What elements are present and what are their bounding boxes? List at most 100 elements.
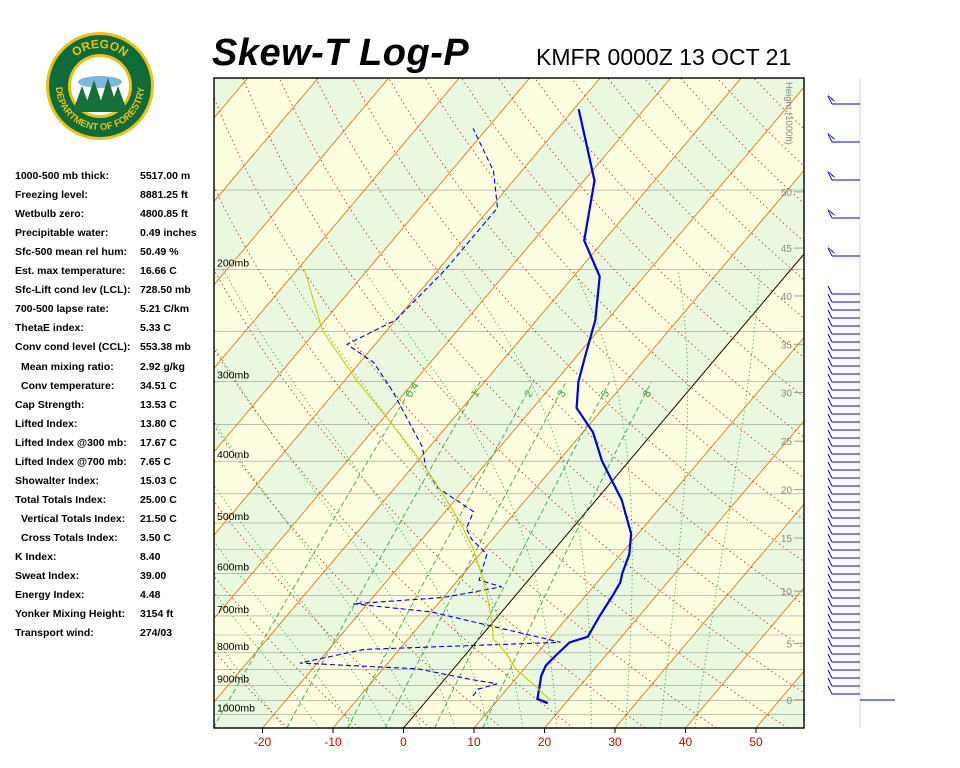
wind-barb-feather: [827, 629, 833, 639]
wind-barb: [827, 501, 860, 511]
wind-barb: [827, 333, 860, 343]
index-label: Yonker Mixing Height:: [15, 608, 126, 621]
svg-text:OREGON: OREGON: [69, 37, 131, 60]
dry-adiabat-line: [424, 78, 804, 479]
wind-barb-flag: [827, 94, 836, 102]
isotherm-line: [214, 78, 742, 703]
wind-barb: [827, 389, 860, 399]
wind-barb-feather: [827, 581, 833, 591]
wind-barb-flag: [827, 132, 836, 140]
wind-barb-feather: [827, 613, 833, 623]
wind-barb-flag: [827, 246, 836, 254]
height-tick-label: 35: [781, 340, 793, 351]
index-row: Lifted Index: 13.80 C: [15, 418, 215, 432]
wind-barb-feather: [827, 429, 833, 439]
wind-barb-feather: [827, 541, 833, 551]
wind-barb: [827, 565, 860, 575]
isotherm-band: [0, 78, 177, 728]
dry-adiabat-line: [214, 348, 574, 728]
moist-adiabat-line: [214, 420, 422, 728]
index-row: Precipitable water: 0.49 inches: [15, 227, 215, 241]
parcel-series-line: [303, 269, 551, 701]
isotherm-band: [214, 78, 804, 728]
isotherm-line: [214, 78, 460, 369]
wind-barb: [827, 477, 860, 487]
pressure-label: 500mb: [217, 511, 249, 523]
wind-barb-feather: [827, 397, 833, 407]
wind-barb: [827, 485, 860, 495]
wind-barb: [827, 373, 860, 383]
wind-barb-feather: [827, 317, 833, 327]
wind-barb: [827, 589, 860, 599]
moist-adiabat-line: [694, 269, 761, 728]
wind-barb: [827, 413, 860, 423]
index-row: Wetbulb zero: 4800.85 ft: [15, 208, 215, 222]
index-row: ThetaE index: 5.33 C: [15, 322, 215, 336]
mixing-ratio-line: [347, 381, 534, 728]
wind-barb: [827, 605, 860, 615]
plot-frame: [213, 77, 805, 729]
index-value: 15.03 C: [140, 474, 177, 487]
index-label: Conv cond level (CCL):: [15, 341, 131, 354]
wind-barb: [827, 405, 860, 415]
index-row: Conv cond level (CCL): 553.38 mb: [15, 341, 215, 355]
wind-barb-feather: [827, 621, 833, 631]
index-label: Vertical Totals Index:: [21, 512, 126, 525]
pressure-label: 1000mb: [217, 703, 255, 715]
index-value: 13.53 C: [140, 398, 177, 411]
index-value: 3.50 C: [140, 531, 171, 544]
wind-barb: [827, 685, 860, 695]
logo-seal-icon: OREGON DEPARTMENT OF FORESTRY: [46, 32, 154, 140]
index-value: 39.00: [140, 570, 167, 583]
moist-adiabat-line: [222, 269, 490, 728]
wind-barb: [827, 661, 860, 671]
wind-barb-feather: [827, 661, 833, 671]
isotherm-line: [214, 78, 249, 119]
moist-adiabat-line: [214, 345, 456, 728]
pressure-label: 900mb: [217, 673, 249, 685]
dry-adiabat-line: [214, 185, 717, 728]
dry-adiabat-line: [278, 78, 804, 649]
wind-barb: [827, 349, 860, 359]
index-row: Conv temperature: 34.51 C: [15, 380, 215, 394]
wind-barb: [827, 493, 860, 503]
wind-barb-feather: [827, 573, 833, 583]
wind-barb: [827, 525, 860, 535]
wind-barb-feather: [827, 133, 833, 143]
x-tick-label: -20: [254, 735, 272, 749]
index-row: Yonker Mixing Height: 3154 ft: [15, 608, 215, 622]
mixing-ratio-line: [214, 381, 416, 728]
isotherm-band: [214, 78, 248, 118]
index-label: Cap Strength:: [15, 398, 85, 411]
wind-barb: [827, 309, 860, 319]
wind-barb-feather: [827, 525, 833, 535]
wind-barb: [827, 94, 860, 105]
wind-barb-feather: [827, 373, 833, 383]
wind-barb: [827, 677, 860, 687]
isotherm-line: [473, 336, 804, 728]
wind-barb: [827, 669, 860, 679]
height-tick-label: 0: [786, 696, 792, 707]
index-row: Total Totals Index: 25.00 C: [15, 494, 215, 508]
wind-barb-feather: [827, 605, 833, 615]
index-value: 50.49 %: [140, 246, 179, 259]
index-label: Sfc-500 mean rel hum:: [15, 246, 128, 259]
isotherm-line: [214, 78, 672, 620]
index-label: K Index:: [15, 551, 57, 563]
dry-adiabat-line: [242, 78, 804, 694]
wind-barb-feather: [827, 509, 833, 519]
wind-barb: [827, 357, 860, 367]
wind-barb: [827, 381, 860, 391]
index-label: Mean mixing ratio:: [21, 360, 114, 373]
wind-barb: [827, 293, 860, 303]
moist-adiabat-line: [460, 269, 592, 728]
wind-barb: [827, 581, 860, 591]
wind-barb: [827, 437, 860, 447]
wind-barb-feather: [827, 247, 833, 257]
wind-barb-feather: [827, 445, 833, 455]
wind-barb-feather: [827, 493, 833, 503]
index-label: Total Totals Index:: [15, 493, 107, 506]
isotherm-line: [685, 587, 804, 728]
mixing-ratio-label: 2: [522, 388, 535, 400]
wind-barb-feather: [827, 517, 833, 527]
